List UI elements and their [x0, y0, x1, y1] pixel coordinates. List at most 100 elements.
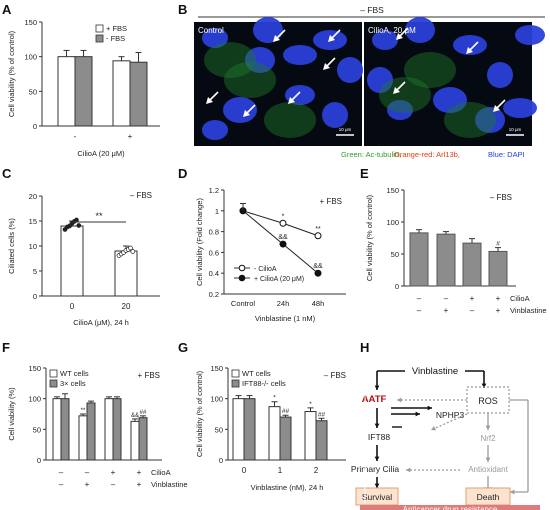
x-tick-label-D: 48h — [312, 299, 325, 308]
node-nrf2: Nrf2 — [480, 434, 496, 443]
nucleus — [503, 98, 537, 118]
tubulin-signal — [404, 52, 456, 88]
y-tick-label-F: 100 — [28, 395, 41, 404]
panel-letter-D: D — [178, 166, 187, 181]
node-nphp3: NPHP3 — [436, 410, 465, 420]
node-antioxidant: Antioxidant — [468, 465, 508, 474]
y-tick-label-E: 0 — [395, 282, 399, 291]
node-ros: ROS — [478, 396, 498, 406]
node-aatf: AATF — [362, 394, 387, 405]
sig-mark-C: ** — [95, 211, 103, 221]
x-axis-title-A: CilioA (20 μM) — [77, 149, 125, 158]
node-ift88: IFT88 — [368, 432, 390, 442]
bar-F-WT cells — [78, 415, 88, 461]
sig-mark-F: ** — [81, 408, 86, 414]
row-sign-F: – — [59, 468, 64, 477]
bar-F-3× cells — [86, 402, 96, 461]
row-sign-E: – — [417, 294, 422, 303]
arrow-head — [288, 97, 295, 104]
scale-label: 10 μm — [509, 127, 522, 132]
condition-D: + FBS — [320, 197, 342, 206]
edge-aatf-ift88-head — [374, 423, 380, 428]
y-tick-label-F: 50 — [33, 425, 41, 434]
y-tick-label-C: 5 — [33, 267, 37, 276]
legend-label-F: 3× cells — [60, 379, 86, 388]
sig-mark-D: * — [282, 213, 285, 220]
data-point-D — [279, 240, 287, 248]
edge-ift88-cilia-head — [374, 456, 380, 461]
data-point-C — [76, 223, 82, 228]
legend-label-D: + CilioA (20 μM) — [254, 276, 304, 283]
y-axis-title-D: Cell viability (Fold change) — [195, 198, 204, 286]
sig-mark-F: ## — [140, 410, 147, 416]
edge-antiox-cilia-head — [406, 467, 411, 473]
y-tick-label-E: 150 — [386, 186, 399, 195]
bar-E — [462, 242, 482, 287]
y-tick-label-C: 10 — [29, 242, 37, 251]
arrow-head — [396, 33, 403, 40]
y-axis-title-C: Ciliated cells (%) — [7, 218, 16, 274]
sig-mark-G: * — [309, 401, 312, 408]
nucleus — [515, 25, 545, 45]
row-sign-F: – — [111, 480, 116, 489]
legend-swatch-G — [231, 369, 240, 378]
arrow-head — [493, 105, 500, 112]
panel-letter-F: F — [2, 340, 10, 355]
nucleus — [337, 57, 363, 83]
sig-mark-G: ## — [318, 411, 326, 418]
bar-A-- FBS — [129, 61, 148, 127]
y-tick-label-A: 50 — [29, 87, 37, 96]
bar-F-3× cells — [138, 417, 148, 461]
fbs-header-B: – FBS — [360, 5, 384, 15]
edge-aatf-nphp3b-head — [415, 411, 420, 417]
y-tick-label-D: 0.8 — [209, 228, 219, 237]
legend-label-D: - CilioA — [254, 266, 277, 273]
x-tick-label-G: 1 — [278, 466, 283, 475]
micrograph-label: CilioA, 20 μM — [368, 26, 416, 35]
condition-E: – FBS — [490, 193, 512, 202]
tubulin-signal — [224, 62, 276, 98]
arrow-head — [273, 35, 280, 42]
x-tick-label-G: 0 — [242, 466, 247, 475]
tubulin-signal — [264, 102, 316, 138]
arrow-head — [328, 35, 335, 42]
edge-vinb-ros-head — [481, 383, 487, 388]
row-label-F: Vinblastine — [151, 480, 188, 489]
bar-A-+ FBS — [112, 60, 131, 127]
x-axis-title-D: Vinblastine (1 nM) — [255, 314, 316, 323]
node-survival: Survival — [362, 492, 392, 502]
row-sign-E: – — [417, 306, 422, 315]
legend-swatch-A — [95, 24, 104, 33]
node-resistance: Anticancer drug resistance — [403, 505, 498, 510]
edge-cilia-survival-head — [374, 483, 380, 488]
node-primary-cilia: Primary Cilia — [351, 464, 399, 474]
edge-ros-aatf-head — [397, 397, 402, 403]
y-tick-label-G: 0 — [219, 456, 223, 465]
x-tick-label-A: + — [128, 132, 133, 141]
row-sign-E: + — [470, 294, 475, 303]
panel-letter-C: C — [2, 166, 12, 181]
nucleus — [283, 45, 317, 65]
y-tick-label-D: 0.2 — [209, 290, 219, 299]
legend-orange-B: Orange-red: Arl13b, — [394, 150, 460, 159]
panel-letter-B: B — [178, 2, 187, 17]
nucleus — [322, 102, 348, 128]
x-tick-label-G: 2 — [314, 466, 319, 475]
y-tick-label-G: 100 — [210, 395, 223, 404]
x-tick-label-C: 20 — [122, 302, 131, 311]
edge-vinb-aatf-head — [374, 385, 380, 390]
nucleus — [405, 17, 435, 43]
y-tick-label-D: 1 — [215, 207, 219, 216]
data-point-C — [74, 217, 79, 223]
bar-A-- FBS — [74, 56, 93, 127]
nucleus — [453, 35, 487, 55]
sig-mark-G: ## — [282, 408, 290, 415]
data-point-D — [314, 269, 322, 277]
bar-F-3× cells — [112, 398, 122, 461]
arrow-head — [243, 110, 250, 117]
row-sign-E: + — [496, 306, 501, 315]
x-tick-label-A: - — [74, 132, 77, 141]
x-axis-title-C: CilioA (μM), 24 h — [73, 318, 129, 327]
y-tick-label-A: 100 — [24, 53, 37, 62]
bar-C — [60, 225, 84, 297]
